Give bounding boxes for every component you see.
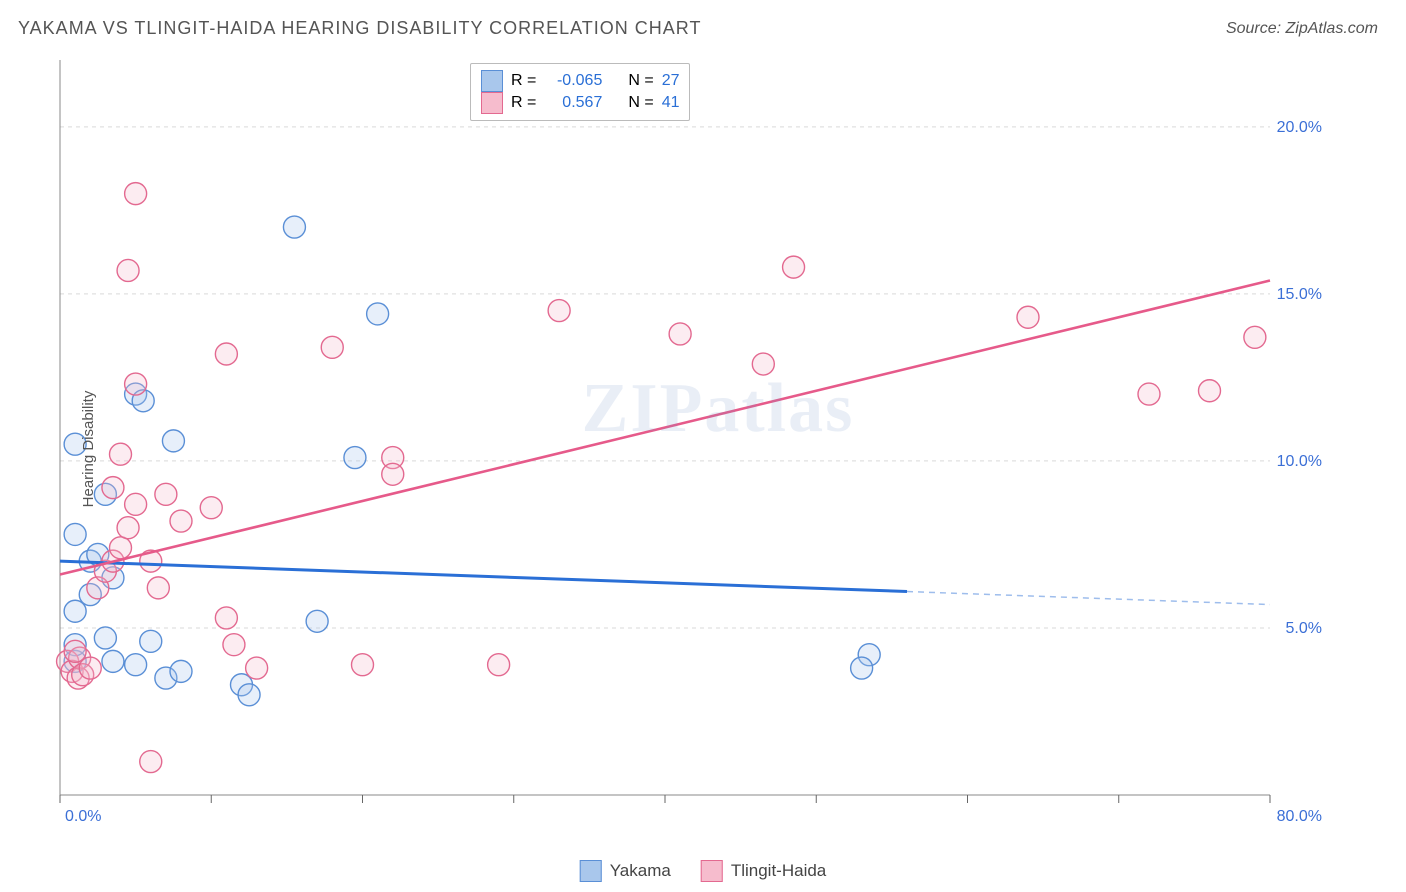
source-label: Source: ZipAtlas.com — [1226, 20, 1378, 38]
swatch-tlingit — [481, 92, 503, 114]
svg-text:80.0%: 80.0% — [1277, 808, 1322, 825]
svg-text:10.0%: 10.0% — [1277, 453, 1322, 470]
y-axis-label: Hearing Disability — [80, 390, 97, 507]
n-value-yakama: 27 — [662, 72, 680, 90]
svg-text:20.0%: 20.0% — [1277, 119, 1322, 136]
svg-text:5.0%: 5.0% — [1286, 620, 1322, 637]
svg-text:0.0%: 0.0% — [65, 808, 101, 825]
chart-area: Hearing Disability 5.0% 10.0% 15.0% 20.0% 0.… — [50, 55, 1386, 842]
r-value-tlingit: 0.567 — [544, 94, 602, 112]
n-label: N = — [628, 72, 653, 90]
bottom-legend: Yakama Tlingit-Haida — [580, 860, 827, 882]
n-label: N = — [628, 94, 653, 112]
stats-row-tlingit: R = 0.567 N = 41 — [481, 92, 679, 114]
scatter-chart: 5.0% 10.0% 15.0% 20.0% 0.0% 80.0% — [50, 55, 1330, 825]
legend-swatch-tlingit — [701, 860, 723, 882]
svg-text:15.0%: 15.0% — [1277, 286, 1322, 303]
legend-item-tlingit: Tlingit-Haida — [701, 860, 826, 882]
r-label: R = — [511, 94, 536, 112]
r-value-yakama: -0.065 — [544, 72, 602, 90]
stats-legend: R = -0.065 N = 27 R = 0.567 N = 41 — [470, 63, 690, 121]
legend-label-tlingit: Tlingit-Haida — [731, 861, 826, 881]
swatch-yakama — [481, 70, 503, 92]
chart-title: YAKAMA VS TLINGIT-HAIDA HEARING DISABILI… — [18, 18, 701, 39]
r-label: R = — [511, 72, 536, 90]
legend-item-yakama: Yakama — [580, 860, 671, 882]
legend-label-yakama: Yakama — [610, 861, 671, 881]
legend-swatch-yakama — [580, 860, 602, 882]
n-value-tlingit: 41 — [662, 94, 680, 112]
stats-row-yakama: R = -0.065 N = 27 — [481, 70, 679, 92]
header: YAKAMA VS TLINGIT-HAIDA HEARING DISABILI… — [0, 0, 1406, 47]
